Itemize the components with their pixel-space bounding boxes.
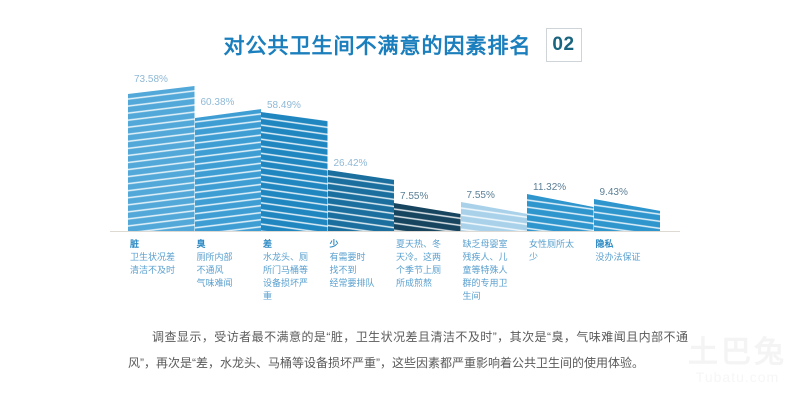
chart-category-desc-line: 女性厕所太 <box>529 239 575 249</box>
section-badge: 02 <box>545 28 582 62</box>
chart-bar-shape <box>128 85 195 232</box>
watermark: 土巴兔 Tubatu.com <box>688 336 787 386</box>
chart-bar <box>128 85 195 232</box>
chart-category-desc-line: 夏天热、冬 <box>396 239 442 249</box>
chart-bar <box>394 203 461 232</box>
chart-category-desc-line: 找不到 <box>329 265 357 275</box>
chart-category-desc-line: 卫生状况差 <box>130 252 176 262</box>
chart-category-desc-line: 天冷。这两 <box>396 252 442 262</box>
header: 对公共卫生间不满意的因素排名 02 <box>0 28 805 62</box>
chart-category-desc-line: 所成煎熬 <box>396 278 433 288</box>
chart-category-desc-line: 有需要时 <box>329 252 366 262</box>
chart-category-label: 脏卫生状况差清洁不及时 <box>130 238 193 277</box>
chart-category-desc-line: 重 <box>263 291 273 301</box>
chart-category-desc-line: 厕所内部 <box>196 252 233 262</box>
chart-category-desc-line: 清洁不及时 <box>130 265 176 275</box>
chart-category-desc-line: 生间 <box>462 291 481 301</box>
chart-bar-shape <box>261 112 328 232</box>
chart-category-label: 差水龙头、厕所门马桶等设备损坏严重 <box>263 238 326 303</box>
chart-bar-shape <box>394 203 461 232</box>
chart-category-heading: 臭 <box>196 239 206 249</box>
bar-chart: 73.58% 60.38% 58.49% 26.42% 7.55% 7.55% 11.32%… <box>110 74 680 232</box>
chart-bar <box>460 202 527 232</box>
chart-category-heading: 少 <box>329 239 339 249</box>
chart-bar <box>527 194 594 232</box>
chart-bar-shape <box>593 198 660 232</box>
chart-baseline-axis <box>110 231 680 232</box>
page-title: 对公共卫生间不满意的因素排名 <box>223 35 532 58</box>
chart-category-desc-line: 童等特殊人 <box>462 265 508 275</box>
chart-bar-shape <box>527 194 594 232</box>
chart-bar-value-label: 7.55% <box>466 190 495 202</box>
chart-bar-value-label: 11.32% <box>533 182 567 194</box>
chart-category-desc-line: 不通风 <box>196 265 224 275</box>
chart-category-label: 夏天热、冬天冷。这两个季节上厕所成煎熬 <box>396 238 459 290</box>
chart-category-desc-line: 气味难闻 <box>196 278 233 288</box>
watermark-cn-text: 土巴兔 <box>688 336 787 369</box>
chart-bar-value-label: 9.43% <box>599 186 628 198</box>
chart-bar <box>261 112 328 232</box>
chart-bar <box>593 198 660 232</box>
chart-category-desc-line: 群的专用卫 <box>462 278 508 288</box>
chart-category-heading: 隐私 <box>595 239 614 249</box>
chart-category-heading: 脏 <box>130 239 140 249</box>
chart-bar-value-label: 7.55% <box>400 191 429 203</box>
chart-category-label: 缺乏母婴室残疾人、儿童等特殊人群的专用卫生间 <box>463 238 526 303</box>
watermark-en-text: Tubatu.com <box>695 369 780 385</box>
chart-bar-value-label: 60.38% <box>200 96 235 108</box>
chart-category-desc-line: 缺乏母婴室 <box>462 239 508 249</box>
chart-category-desc-line: 所门马桶等 <box>263 265 309 275</box>
chart-bar-shape <box>327 169 394 232</box>
chart-bar <box>194 108 261 232</box>
summary-paragraph: 调查显示，受访者最不满意的是“脏，卫生状况差且清洁不及时”，其次是“臭，气味难闻… <box>128 330 688 370</box>
chart-category-label: 臭厕所内部不通风气味难闻 <box>197 238 260 290</box>
chart-category-label: 女性厕所太少 <box>529 238 592 264</box>
chart-bar <box>327 169 394 232</box>
chart-category-labels: 脏卫生状况差 清洁不及时臭厕所内部 不通风 气味难闻差水龙头、厕 所门马桶等 设备损坏严重… <box>128 238 688 318</box>
chart-plot-area: 73.58% 60.38% 58.49% 26.42% 7.55% 7.55% 11.32%… <box>128 74 660 232</box>
chart-bar-value-label: 26.42% <box>333 157 368 169</box>
chart-category-desc-line: 残疾人、儿 <box>462 252 508 262</box>
chart-category-desc-line: 经常要排队 <box>329 278 375 288</box>
chart-category-label: 少有需要时找不到经常要排队 <box>330 238 393 290</box>
chart-bar-value-label: 58.49% <box>267 100 301 112</box>
chart-bar-shape <box>194 108 261 232</box>
chart-category-desc-line: 水龙头、厕 <box>263 252 309 262</box>
chart-category-heading: 差 <box>263 239 273 249</box>
chart-category-desc-line: 没办法保证 <box>595 252 641 262</box>
chart-category-desc-line: 设备损坏严 <box>263 278 309 288</box>
chart-category-desc-line: 个季节上厕 <box>396 265 442 275</box>
chart-category-desc-line: 少 <box>529 252 539 262</box>
chart-bar-shape <box>460 202 527 232</box>
chart-bar-value-label: 73.58% <box>134 73 168 85</box>
chart-category-label: 隐私 没办法保证 <box>596 238 659 264</box>
